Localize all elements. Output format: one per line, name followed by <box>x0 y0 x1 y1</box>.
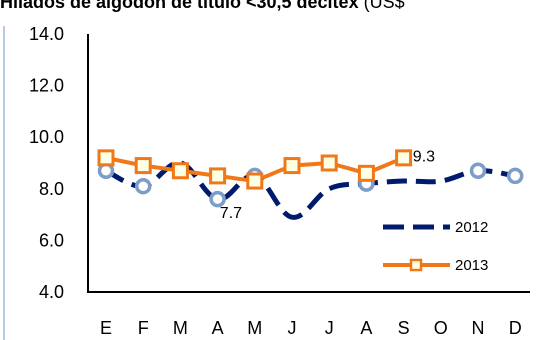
data-label: 7.7 <box>220 205 242 222</box>
series-2013-point <box>171 162 189 180</box>
legend-2012-label: 2012 <box>455 219 488 236</box>
series-2013-point <box>209 167 227 185</box>
x-tick-label: O <box>434 318 448 338</box>
y-tick-label: 12.0 <box>29 76 64 96</box>
y-tick-label: 4.0 <box>39 282 64 302</box>
x-tick-label: M <box>173 318 188 338</box>
x-tick-label: S <box>398 318 410 338</box>
x-tick-label: J <box>325 318 334 338</box>
chart-title-suffix: (US$ <box>358 0 405 12</box>
legend: 2012 2013 <box>383 219 488 274</box>
series-2013-point <box>283 157 301 175</box>
chart-title-main: Hilados de algodón de título <30,5 decit… <box>0 0 359 12</box>
series-2012-point <box>469 162 487 179</box>
x-tick-label: A <box>360 318 372 338</box>
y-tick-label: 14.0 <box>29 24 64 44</box>
series-2012-point <box>506 167 524 185</box>
x-tick-label: M <box>247 318 262 338</box>
x-tick-label: J <box>288 318 297 338</box>
y-tick-label: 10.0 <box>29 127 64 147</box>
y-tick-label: 8.0 <box>39 179 64 199</box>
series-2012-point <box>134 177 152 195</box>
series-2013-point <box>357 164 375 182</box>
series-2012-point <box>209 190 226 208</box>
axes <box>87 34 530 293</box>
y-axis-ticks: 4.0 6.0 8.0 10.0 12.0 14.0 <box>29 24 64 302</box>
series-layer <box>97 149 524 220</box>
series-2013-point <box>320 154 338 172</box>
series-2013-point <box>97 149 115 167</box>
x-tick-label: N <box>472 318 485 338</box>
x-tick-label: A <box>212 318 224 338</box>
data-labels: 7.7 9.3 <box>220 148 435 222</box>
x-tick-label: E <box>100 318 112 338</box>
series-2012-line <box>104 160 516 220</box>
series-2013-point <box>395 149 413 167</box>
x-tick-label: D <box>509 318 522 338</box>
series-2013-point <box>246 172 264 190</box>
x-tick-label: F <box>138 318 149 338</box>
chart-title: Hilados de algodón de título <30,5 decit… <box>0 0 541 13</box>
series-2013-point <box>134 157 152 175</box>
data-label: 9.3 <box>413 148 435 165</box>
legend-2013-label: 2013 <box>455 257 488 274</box>
legend-2013-marker <box>409 258 423 272</box>
y-tick-label: 6.0 <box>39 230 64 250</box>
